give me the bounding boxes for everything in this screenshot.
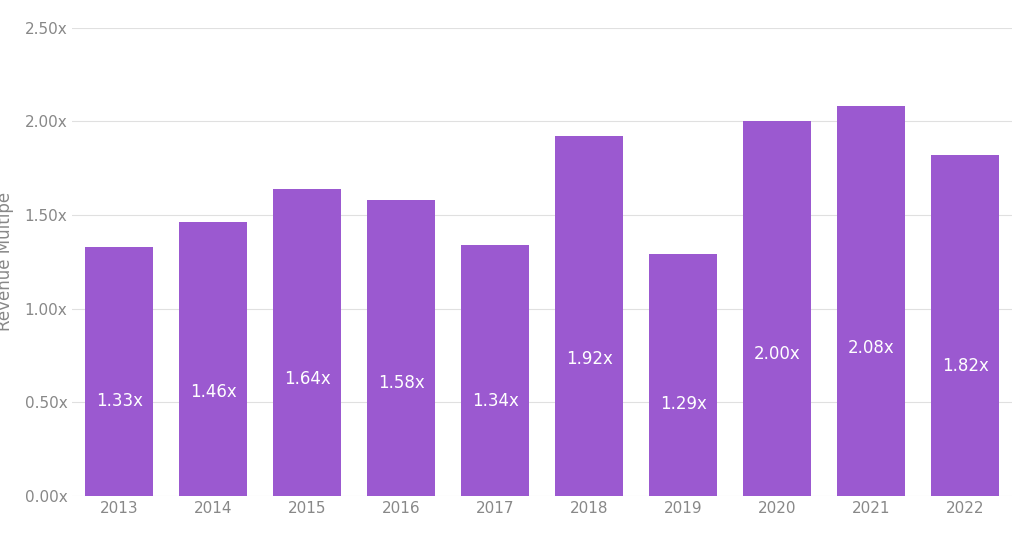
Bar (462, 245, 529, 496)
Text: 1.34x: 1.34x (472, 392, 519, 409)
Bar (556, 136, 623, 496)
Text: 1.82x: 1.82x (942, 358, 989, 375)
Text: 2.08x: 2.08x (848, 339, 895, 357)
Text: 2.00x: 2.00x (754, 344, 801, 363)
Bar (650, 254, 717, 496)
Text: 1.92x: 1.92x (566, 350, 613, 368)
Bar (180, 223, 247, 496)
Text: 1.58x: 1.58x (378, 375, 425, 392)
Bar (274, 188, 341, 496)
Bar (932, 155, 999, 496)
Text: 1.46x: 1.46x (190, 383, 237, 401)
Text: 1.33x: 1.33x (96, 392, 143, 410)
Bar (838, 106, 905, 496)
Y-axis label: Revenue Multipe: Revenue Multipe (0, 192, 13, 331)
Bar (368, 200, 435, 496)
Text: 1.29x: 1.29x (660, 395, 707, 413)
Bar (744, 121, 811, 496)
Text: 1.64x: 1.64x (284, 370, 331, 388)
Bar (86, 247, 153, 496)
